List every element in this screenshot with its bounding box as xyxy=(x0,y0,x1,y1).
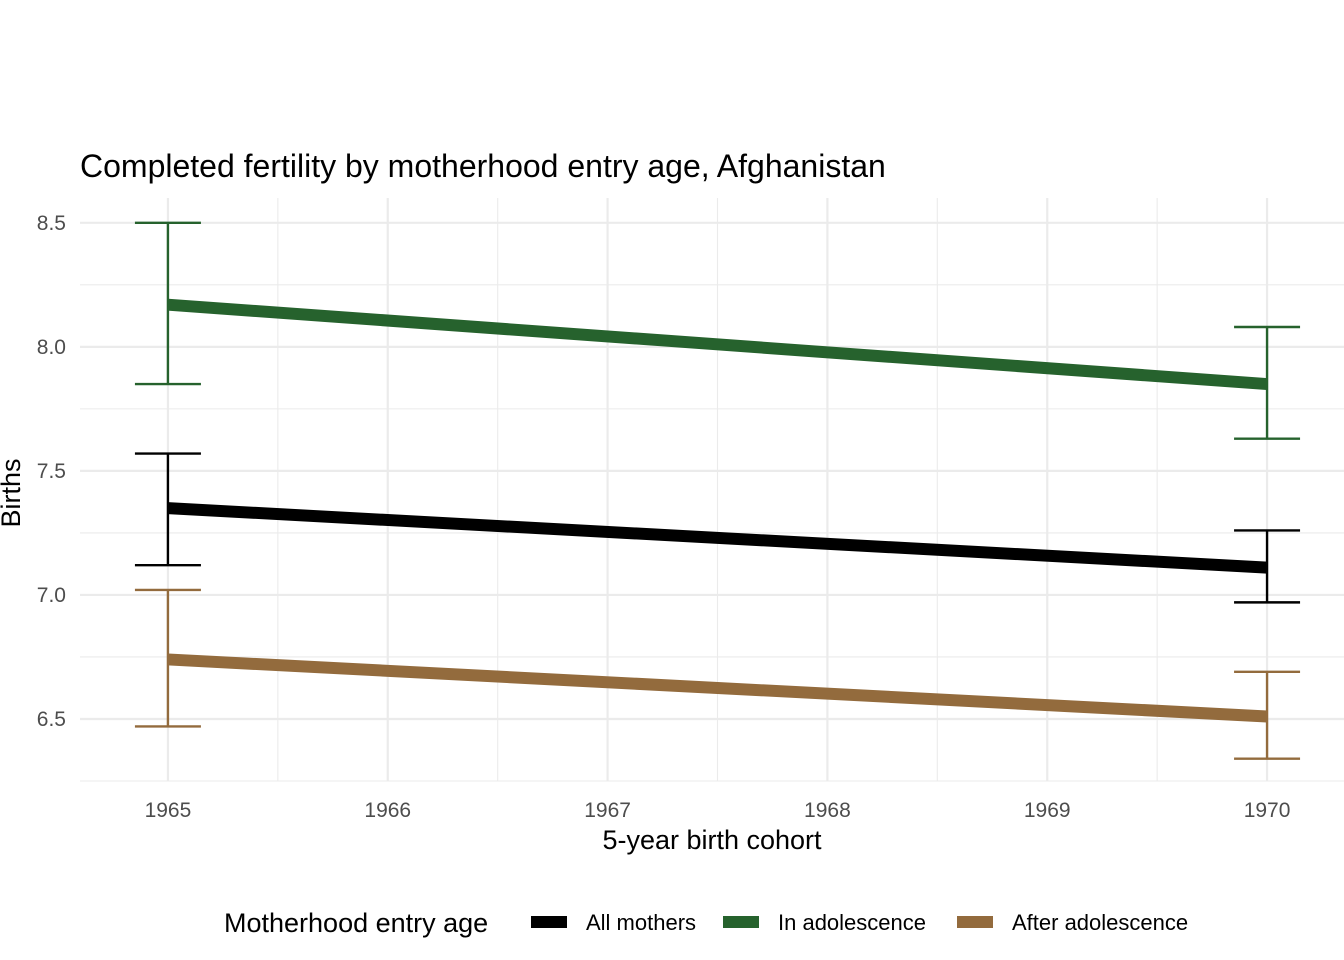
y-tick-label: 6.5 xyxy=(37,708,66,731)
legend-label: In adolescence xyxy=(778,910,926,935)
series-line-3 xyxy=(167,653,1268,723)
y-axis-title: Births xyxy=(0,458,26,527)
legend-item: In adolescence xyxy=(723,910,926,935)
x-axis-title: 5-year birth cohort xyxy=(602,825,822,855)
legend-label: All mothers xyxy=(586,910,696,935)
series-line-2 xyxy=(167,298,1268,391)
y-tick-label: 7.5 xyxy=(37,460,66,483)
chart-title: Completed fertility by motherhood entry … xyxy=(80,148,886,184)
legend-item: All mothers xyxy=(531,910,696,935)
x-tick-label: 1970 xyxy=(1244,799,1291,822)
x-tick-labels: 1965 1966 1967 1968 1969 1970 xyxy=(145,799,1291,822)
error-bar xyxy=(134,221,201,386)
legend-title: Motherhood entry age xyxy=(224,908,488,938)
x-tick-label: 1968 xyxy=(804,799,851,822)
x-tick-label: 1965 xyxy=(145,799,192,822)
x-tick-label: 1969 xyxy=(1024,799,1071,822)
series-lines xyxy=(167,298,1268,723)
y-tick-labels: 6.5 7.0 7.5 8.0 8.5 xyxy=(37,212,66,731)
legend-item: After adolescence xyxy=(957,910,1188,935)
error-bar xyxy=(134,588,201,728)
y-tick-label: 8.0 xyxy=(37,336,66,359)
y-tick-label: 8.5 xyxy=(37,212,66,235)
legend-label: After adolescence xyxy=(1012,910,1188,935)
series-line-1 xyxy=(167,502,1268,574)
legend: Motherhood entry age All mothers In adole… xyxy=(224,908,1188,938)
x-tick-label: 1966 xyxy=(364,799,411,822)
x-tick-label: 1967 xyxy=(584,799,631,822)
y-tick-label: 7.0 xyxy=(37,584,66,607)
